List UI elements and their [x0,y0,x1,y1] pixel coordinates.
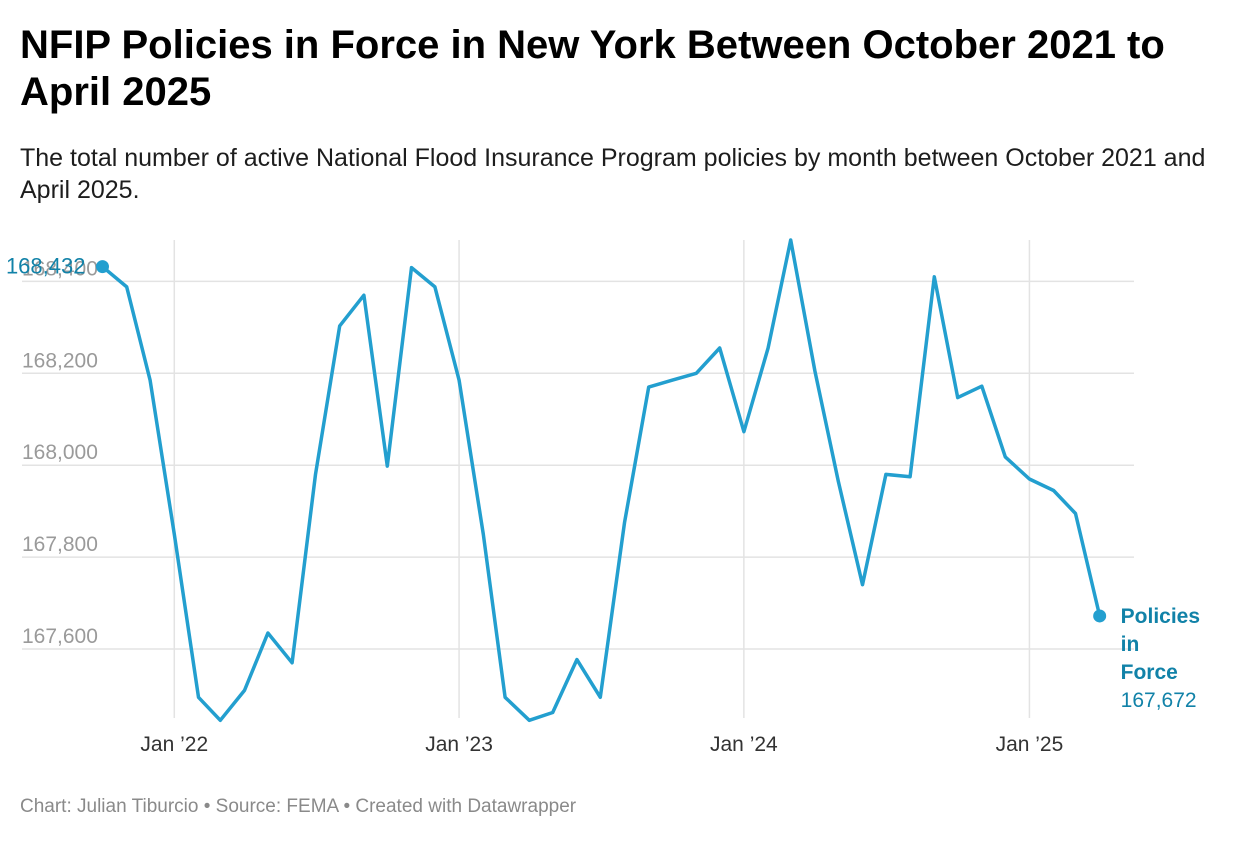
line-chart: 167,600 167,800 168,000 168,200 168,400 Jan … [6,237,1200,756]
data-point-34 [907,474,913,480]
page-title: NFIP Policies in Force in New York Betwe… [20,23,1165,114]
data-point-11 [361,292,367,298]
data-point-35 [931,274,937,280]
data-point-37 [979,383,985,389]
y-tick-label-1: 167,800 [22,533,98,556]
data-point-13 [408,265,414,271]
data-point-17 [502,694,508,700]
y-tick-label-0: 167,600 [22,625,98,648]
data-point-27 [741,429,747,435]
end-value-label: 167,672 [1121,689,1197,712]
x-axis-labels: Jan ’22 Jan ’23 Jan ’24 Jan ’25 [140,733,1063,756]
data-point-28 [765,345,771,351]
data-point-36 [955,395,961,401]
data-point-8 [289,660,295,666]
data-point-14 [432,284,438,290]
start-point-marker [95,260,109,274]
y-gridlines [22,280,1134,650]
series-line-policies-in-force [100,238,1102,723]
data-point-31 [835,478,841,484]
data-point-22 [621,520,627,526]
data-point-40 [1051,487,1057,493]
data-point-26 [717,345,723,351]
data-point-16 [480,531,486,537]
data-point-23 [646,384,652,390]
data-point-2 [147,377,153,383]
chart-footer: Chart: Julian Tiburcio • Source: FEMA • … [20,796,577,817]
data-point-18 [526,717,532,723]
y-axis-labels: 167,600 167,800 168,000 168,200 168,400 [22,257,98,648]
x-tick-label-3: Jan ’25 [996,733,1064,756]
y-tick-label-3: 168,200 [22,349,98,372]
data-point-39 [1026,476,1032,482]
x-gridlines [173,240,1031,718]
data-point-38 [1002,454,1008,460]
data-point-30 [812,368,818,374]
end-series-name-line-1: Policies [1121,605,1200,628]
data-point-7 [265,630,271,636]
data-point-24 [669,377,675,383]
data-point-1 [124,284,130,290]
data-point-25 [693,370,699,376]
end-series-name-line-2: in [1121,633,1140,656]
data-point-29 [788,237,794,243]
data-point-10 [337,323,343,329]
data-point-21 [597,694,603,700]
data-point-12 [384,463,390,469]
data-point-32 [859,582,865,588]
series-points [99,237,1102,723]
end-point-marker [1093,609,1107,623]
x-tick-label-1: Jan ’23 [425,733,493,756]
data-point-19 [550,709,556,715]
y-tick-label-2: 168,000 [22,441,98,464]
x-tick-label-0: Jan ’22 [140,733,208,756]
x-tick-label-2: Jan ’24 [710,733,778,756]
data-point-33 [883,471,889,477]
data-point-5 [217,717,223,723]
page-subtitle: The total number of active National Floo… [20,144,1206,204]
data-point-3 [171,531,177,537]
data-point-6 [241,687,247,693]
data-point-20 [574,657,580,663]
end-series-name-line-3: Force [1121,661,1178,684]
y-tick-label-4: 168,400 [22,257,98,280]
data-point-41 [1072,510,1078,516]
start-value-label: 168,432 [6,254,86,279]
data-point-15 [456,377,462,383]
data-point-4 [195,694,201,700]
data-point-9 [312,471,318,477]
